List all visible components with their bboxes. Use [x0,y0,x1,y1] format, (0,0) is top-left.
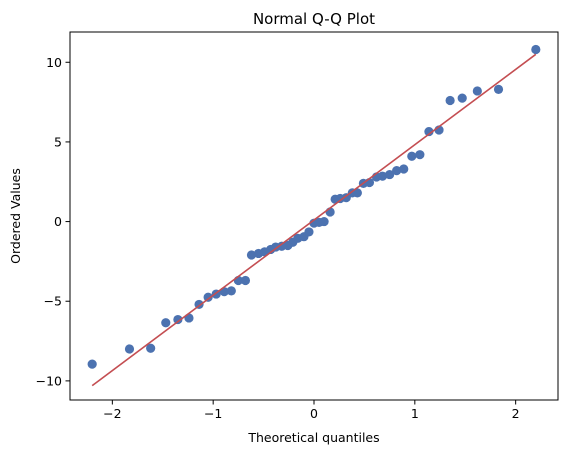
data-point [146,343,156,353]
y-axis: −10 −5 0 5 10 [36,55,70,388]
x-axis-label: Theoretical quantiles [247,430,379,445]
data-point [392,165,402,176]
x-tick-label: 1 [411,406,419,421]
data-point [385,169,395,180]
data-point [246,250,257,260]
x-tick-label: −2 [103,406,121,421]
y-tick-label: 0 [54,214,62,229]
x-axis: −2 −1 0 1 2 [103,400,520,421]
data-point [173,314,183,325]
data-point [240,275,251,286]
data-point [531,44,541,55]
data-point [407,151,417,161]
y-axis-label: Ordered Values [8,168,23,264]
data-point [472,86,482,96]
data-point [399,164,409,174]
x-tick-label: 0 [310,406,318,421]
data-point [161,318,171,328]
plot-frame [69,31,559,401]
data-point [457,93,467,103]
data-point [319,216,329,227]
data-point [352,188,362,198]
chart-title: Normal Q-Q Plot [253,10,375,28]
data-point [124,344,135,354]
data-point [377,171,388,181]
x-tick-label: −1 [204,406,222,421]
data-point [184,313,194,323]
data-point [203,292,213,302]
x-tick-label: 2 [512,406,520,421]
data-point [424,126,434,137]
y-tick-label: 10 [46,55,62,70]
data-point [87,359,97,369]
y-tick-label: −10 [36,373,62,388]
data-point [415,150,425,160]
plot-area [69,31,559,401]
data-point [304,227,314,237]
data-point [445,95,455,106]
data-point [493,84,504,94]
y-tick-label: −5 [44,294,62,309]
reference-line [91,53,537,387]
data-point [226,286,236,296]
y-tick-label: 5 [54,134,62,149]
